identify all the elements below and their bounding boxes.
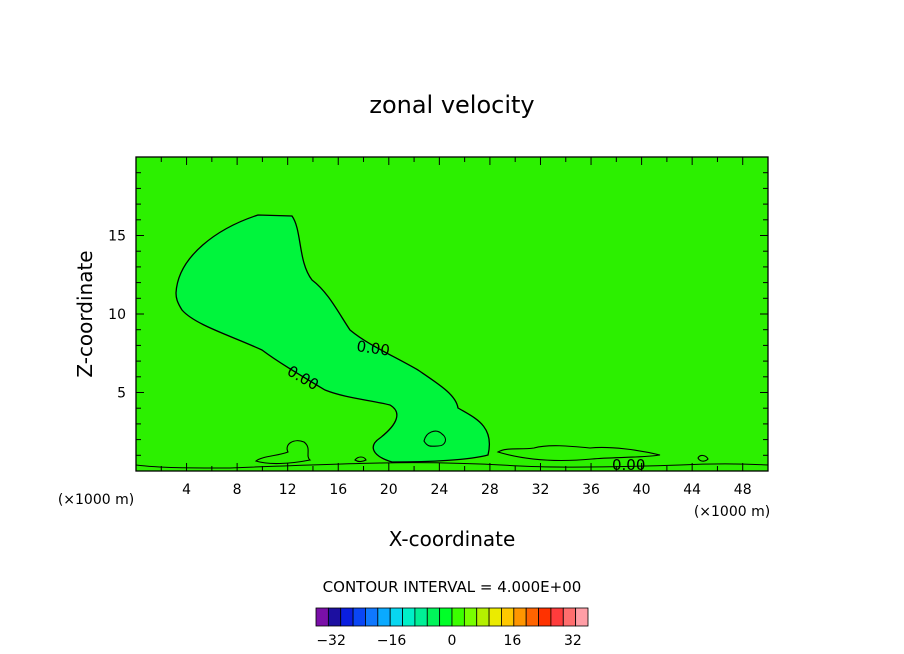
contour-label: 0.00 bbox=[612, 456, 645, 474]
contour-blob bbox=[423, 430, 447, 447]
x-tick-label: 24 bbox=[430, 482, 448, 498]
x-tick-label: 4 bbox=[182, 482, 191, 498]
contour-blob bbox=[697, 454, 709, 462]
colorbar-tick-label: −16 bbox=[377, 633, 407, 649]
colorbar-tick-label: −32 bbox=[316, 633, 346, 649]
x-tick-label: 36 bbox=[582, 482, 600, 498]
colorbar-swatch bbox=[463, 607, 478, 627]
colorbar-swatch bbox=[488, 607, 502, 627]
chart-title: zonal velocity bbox=[369, 91, 534, 119]
colorbar-swatch bbox=[562, 607, 577, 627]
colorbar-swatch bbox=[439, 607, 453, 627]
contour-blob bbox=[496, 445, 661, 462]
y-tick-label: 10 bbox=[108, 307, 126, 323]
y-tick-label: 5 bbox=[117, 386, 126, 402]
colorbar-swatch bbox=[377, 607, 391, 627]
x-tick-label: 8 bbox=[233, 482, 242, 498]
colorbar-swatch bbox=[365, 607, 379, 627]
colorbar: −32 −16 0 16 32 bbox=[315, 607, 589, 649]
colorbar-swatch bbox=[451, 607, 465, 627]
colorbar-swatch bbox=[575, 607, 589, 627]
colorbar-swatch bbox=[414, 607, 428, 627]
x-tick-label: 48 bbox=[734, 482, 752, 498]
colorbar-swatch bbox=[550, 607, 564, 627]
colorbar-swatch bbox=[525, 607, 539, 627]
colorbar-tick-label: 0 bbox=[448, 633, 457, 649]
recirculation-region bbox=[175, 214, 491, 463]
x-tick-label: 40 bbox=[633, 482, 651, 498]
x-tick-label: 44 bbox=[683, 482, 701, 498]
x-axis-unit-left: (×1000 m) bbox=[58, 492, 134, 508]
colorbar-swatch bbox=[389, 607, 403, 627]
x-axis-unit-right: (×1000 m) bbox=[694, 504, 770, 520]
x-tick-label: 12 bbox=[279, 482, 297, 498]
colorbar-swatch bbox=[476, 607, 490, 627]
x-tick-label: 20 bbox=[380, 482, 398, 498]
colorbar-swatch bbox=[501, 607, 515, 627]
colorbar-tick-label: 16 bbox=[504, 633, 522, 649]
colorbar-swatch bbox=[426, 607, 441, 627]
boundary-layer-band bbox=[135, 462, 769, 472]
contour-interval-label: CONTOUR INTERVAL = 4.000E+00 bbox=[323, 578, 582, 596]
x-tick-label: 32 bbox=[532, 482, 550, 498]
x-axis-label: X-coordinate bbox=[389, 527, 516, 551]
colorbar-swatch bbox=[538, 607, 552, 627]
colorbar-swatch bbox=[315, 607, 329, 627]
x-tick-label: 16 bbox=[329, 482, 347, 498]
colorbar-swatch bbox=[340, 607, 354, 627]
contour-blob bbox=[254, 440, 312, 465]
contour-label: 0.00 bbox=[355, 337, 391, 359]
contour-blob bbox=[354, 456, 367, 463]
y-axis-label: Z-coordinate bbox=[73, 250, 97, 377]
colorbar-swatch bbox=[327, 607, 342, 627]
colorbar-tick-label: 32 bbox=[564, 633, 582, 649]
colorbar-swatch bbox=[352, 607, 366, 627]
colorbar-swatch bbox=[513, 607, 527, 627]
colorbar-swatch bbox=[402, 607, 416, 627]
x-tick-label: 28 bbox=[481, 482, 499, 498]
y-tick-label: 15 bbox=[108, 229, 126, 245]
